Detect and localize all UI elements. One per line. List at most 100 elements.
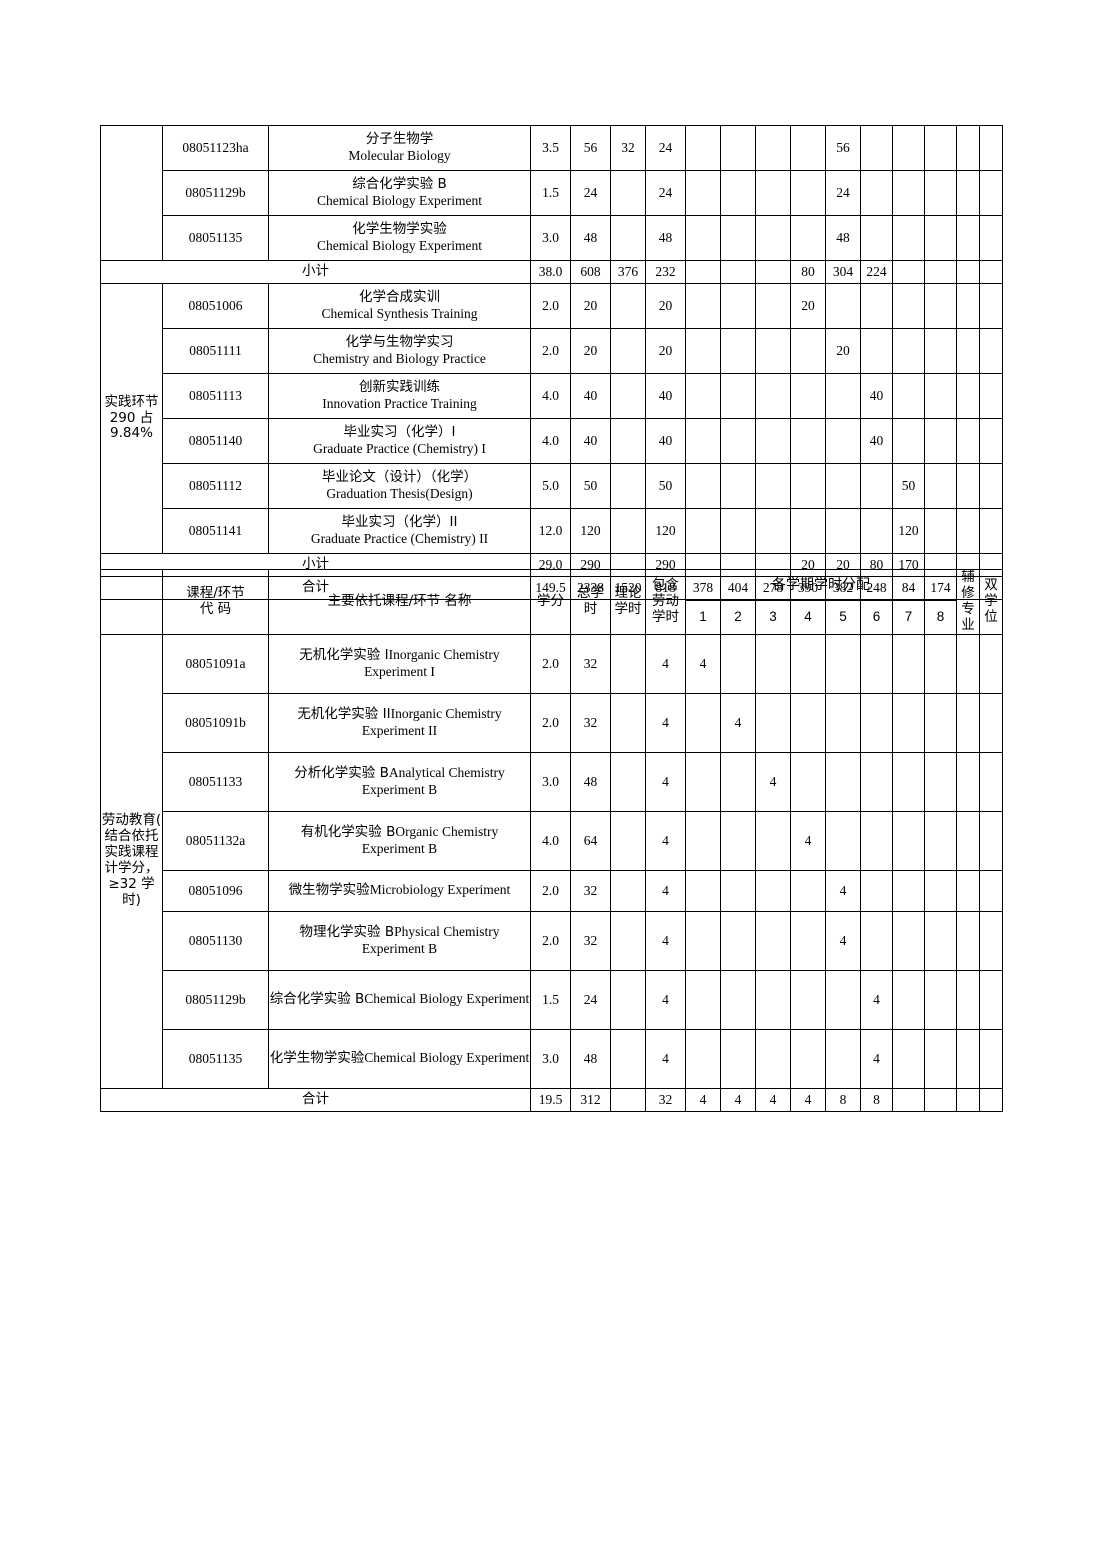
credits: 2.0 (530, 910, 571, 971)
theory-hours (610, 1028, 646, 1089)
semester-6-hours: 4 (860, 969, 893, 1030)
semester-3-hours (755, 810, 791, 871)
semester-7-hours (892, 810, 925, 871)
semester-3-hours (755, 910, 791, 971)
minor-major (956, 463, 980, 509)
semester-6-hours: 8 (860, 1087, 893, 1112)
header-double-line1: 双学 (984, 576, 998, 609)
semester-3-hours (755, 418, 791, 464)
semester-5-hours: 4 (825, 910, 861, 971)
course-name-en: Graduate Practice (Chemistry) I (313, 441, 486, 456)
header-semester-2: 2 (720, 599, 756, 635)
header-row: 课程/环节代 码主要依托课程/环节 名称 学分 总学时理论 学时 包含 劳动 学时 各学期学时… (100, 569, 1003, 635)
semester-1-hours (685, 328, 721, 374)
semester-2-hours (720, 215, 756, 261)
course-name-cn: 分析化学实验 B (294, 765, 389, 782)
semester-4-hours (790, 633, 826, 694)
table-row: 08051130 物理化学实验 BPhysical Chemistry Exper… (101, 910, 1003, 971)
credits: 3.0 (530, 215, 571, 261)
total-hours: 608 (570, 260, 611, 284)
semester-5-hours: 24 (825, 170, 861, 216)
total-hours: 48 (570, 215, 611, 261)
semester-7-hours (892, 283, 925, 329)
semester-6-hours: 224 (860, 260, 893, 284)
practice-hours: 232 (645, 260, 686, 284)
semester-7-hours (892, 633, 925, 694)
course-name: 分析化学实验 BAnalytical Chemistry Experiment … (268, 751, 531, 812)
semester-4-hours (790, 215, 826, 261)
theory-hours (610, 810, 646, 871)
theory-hours (610, 463, 646, 509)
header-minor-major: 辅修 专业 (956, 569, 980, 635)
course-name-cn: 毕业论文（设计）（化学） (321, 469, 478, 486)
labor-hours: 4 (645, 969, 686, 1030)
semester-8-hours (924, 170, 957, 216)
double-degree (979, 1087, 1003, 1112)
minor-major (956, 869, 980, 912)
semester-1-hours (685, 810, 721, 871)
semester-5-hours (825, 1028, 861, 1089)
table-row: 08051091b 无机化学实验 IIInorganic Chemistry Ex… (101, 692, 1003, 753)
course-name-en: Chemical Synthesis Training (321, 306, 478, 321)
course-name-cn: 微生物学实验 (288, 882, 370, 899)
course-name: 创新实践训练 Innovation Practice Training (268, 373, 531, 419)
semester-5-hours (825, 692, 861, 753)
minor-major (956, 418, 980, 464)
course-code: 08051135 (162, 215, 269, 261)
semester-7-hours (892, 969, 925, 1030)
course-code: 08051006 (162, 283, 269, 329)
semester-6-hours: 40 (860, 418, 893, 464)
semester-3-hours (755, 463, 791, 509)
course-name-cn: 物理化学实验 B (299, 924, 395, 941)
semester-6-hours (860, 463, 893, 509)
semester-2-hours (720, 170, 756, 216)
header-course-code: 课程/环节代 码 (162, 569, 269, 635)
semester-3-hours (755, 969, 791, 1030)
practice-hours: 120 (645, 508, 686, 554)
semester-2-hours (720, 463, 756, 509)
credits: 1.5 (530, 969, 571, 1030)
header-semester-8: 8 (924, 599, 957, 635)
total-label: 合计 (100, 1087, 531, 1112)
course-name-cn: 无机化学实验 I (299, 647, 389, 664)
table-row: 劳动教育( 结合依托 实践课程 计学分，≥32 学时) 08051091a 无机化学… (100, 633, 1003, 1089)
credits: 1.5 (530, 170, 571, 216)
header-course-name: 主要依托课程/环节 名称 (268, 569, 531, 635)
theory-hours (610, 969, 646, 1030)
course-name-cn: 化学合成实训 (359, 289, 440, 306)
theory-hours (610, 170, 646, 216)
course-name: 综合化学实验 BChemical Biology Experiment (268, 969, 531, 1030)
semester-1-hours (685, 910, 721, 971)
semester-4-hours (790, 751, 826, 812)
total-hours: 24 (570, 170, 611, 216)
header-code-line2: 代 码 (199, 600, 232, 617)
minor-major (956, 1087, 980, 1112)
total-hours: 120 (570, 508, 611, 554)
semester-4-hours (790, 969, 826, 1030)
credits: 4.0 (530, 418, 571, 464)
semester-8-hours (924, 418, 957, 464)
course-name-cn: 分子生物学 (365, 131, 434, 148)
total-hours: 24 (570, 969, 611, 1030)
header-semester-1: 1 (685, 599, 721, 635)
table-row: 08051140 毕业实习（化学）I Graduate Practice (Chem… (101, 418, 1003, 464)
semester-4-hours (790, 869, 826, 912)
semester-1-hours (685, 373, 721, 419)
semester-6-hours: 40 (860, 373, 893, 419)
semester-1-hours (685, 751, 721, 812)
theory-hours (610, 418, 646, 464)
header-semester-group: 各学期学时分配 (685, 569, 957, 601)
semester-4-hours (790, 170, 826, 216)
semester-6-hours (860, 692, 893, 753)
course-code: 08051141 (162, 508, 269, 554)
course-name: 有机化学实验 BOrganic Chemistry Experiment B (268, 810, 531, 871)
semester-4-hours (790, 692, 826, 753)
double-degree (979, 810, 1003, 871)
semester-1-hours: 4 (685, 1087, 721, 1112)
subtotal-row: 小计 38.0 608 376 232 80 304 224 (100, 260, 1003, 284)
semester-4-hours: 4 (790, 1087, 826, 1112)
semester-8-hours (924, 373, 957, 419)
course-name: 无机化学实验 IInorganic Chemistry Experiment I (268, 633, 531, 694)
labor-hours: 4 (645, 910, 686, 971)
